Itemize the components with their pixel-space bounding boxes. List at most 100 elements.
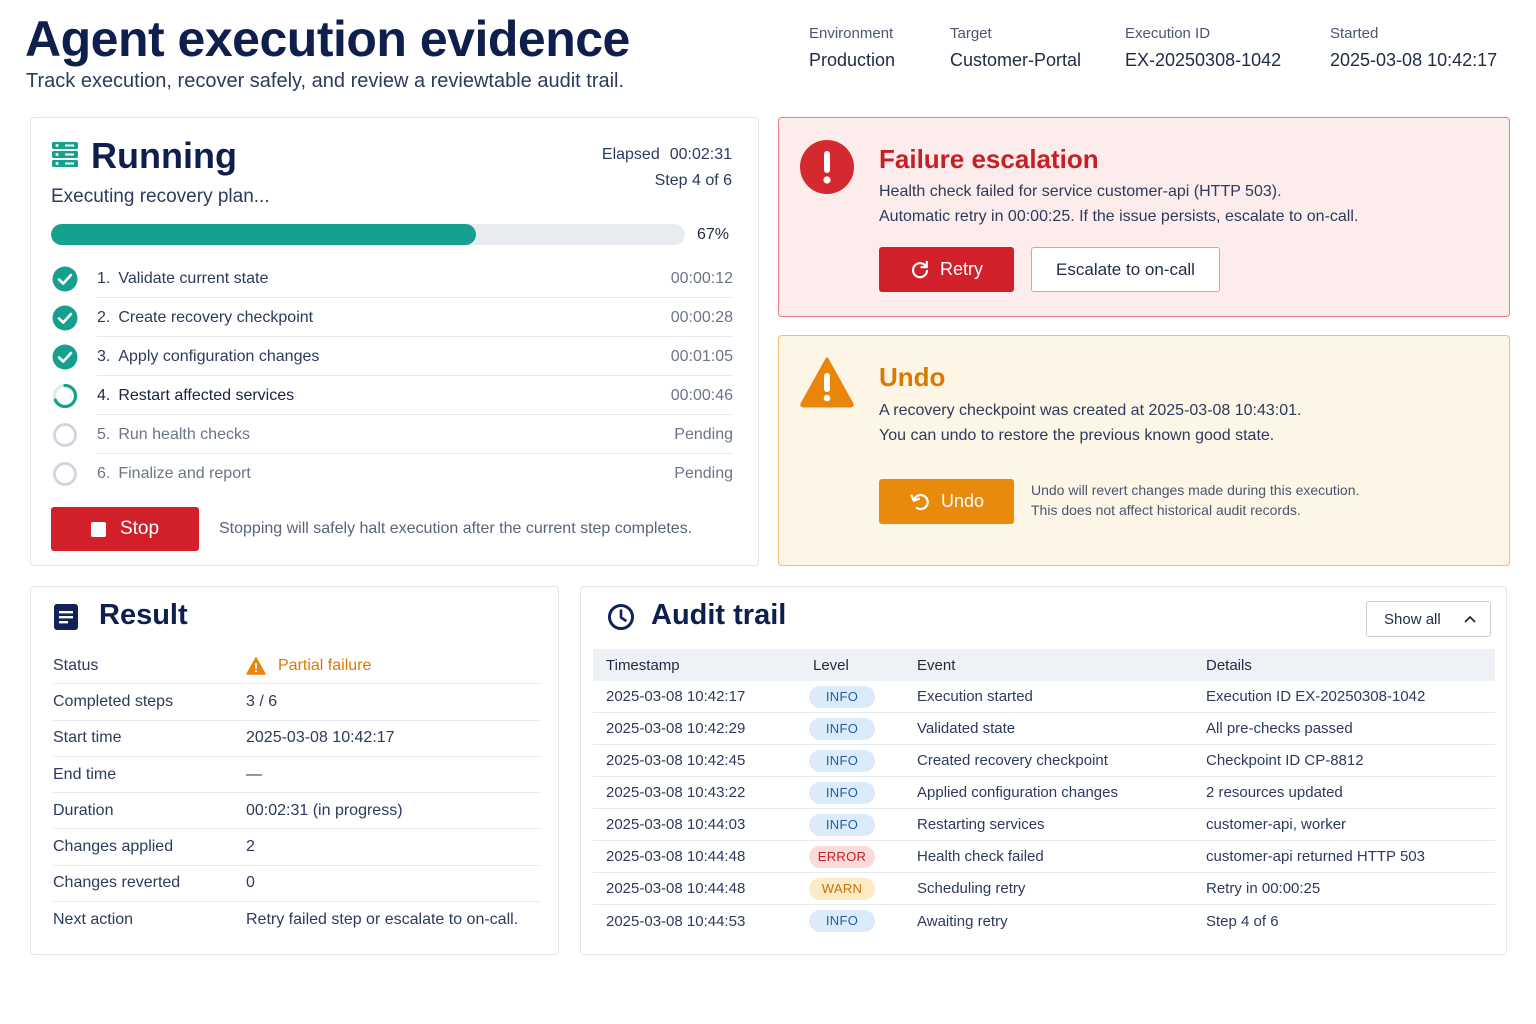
audit-table-body: 2025-03-08 10:42:17 INFO Execution started… xyxy=(593,681,1495,937)
stop-label: Stop xyxy=(119,518,160,539)
step-number: 3. xyxy=(97,348,111,365)
step-row: 6. Finalize and report Pending xyxy=(97,454,733,493)
audit-details: customer-api, worker xyxy=(1206,816,1347,833)
meta-label: Started xyxy=(1330,25,1379,42)
running-subtitle: Executing recovery plan... xyxy=(51,186,270,207)
result-key: Start time xyxy=(53,729,122,747)
document-icon xyxy=(54,604,78,630)
meta-label: Execution ID xyxy=(1125,25,1211,42)
table-row: 2025-03-08 10:44:48 ERROR Health check fai… xyxy=(593,841,1495,873)
audit-details: Retry in 00:00:25 xyxy=(1206,880,1321,897)
step-row: 1. Validate current state 00:00:12 xyxy=(97,259,733,298)
table-row: 2025-03-08 10:44:53 INFO Awaiting retry Ste… xyxy=(593,905,1495,937)
table-row: 2025-03-08 10:42:17 INFO Execution started… xyxy=(593,681,1495,713)
table-row: 2025-03-08 10:42:45 INFO Created recovery … xyxy=(593,745,1495,777)
step-label: 3. Apply configuration changes xyxy=(97,337,319,375)
audit-event: Validated state xyxy=(917,720,1016,737)
table-row: 2025-03-08 10:42:29 INFO Validated state Al… xyxy=(593,713,1495,745)
show-all-dropdown[interactable]: Show all xyxy=(1366,601,1491,637)
running-panel: Running Executing recovery plan... Elaps… xyxy=(30,117,759,566)
audit-event: Restarting services xyxy=(917,816,1045,833)
step-item: 2. Create recovery checkpoint 00:00:28 xyxy=(51,298,733,337)
stop-note: Stopping will safely halt execution afte… xyxy=(219,520,693,537)
result-value-text: 00:02:31 (in progress) xyxy=(246,801,403,819)
audit-event: Health check failed xyxy=(917,848,1044,865)
step-text: Finalize and report xyxy=(118,465,251,482)
failure-retry-info: Automatic retry in 00:00:25. If the issu… xyxy=(879,208,1359,225)
column-header-timestamp[interactable]: Timestamp xyxy=(606,656,680,674)
column-header-level[interactable]: Level xyxy=(813,656,849,674)
elapsed-value: 00:02:31 xyxy=(669,146,732,163)
undo-title: Undo xyxy=(879,362,946,392)
audit-timestamp: 2025-03-08 10:42:45 xyxy=(606,752,746,769)
result-value: Retry failed step or escalate to on-call… xyxy=(246,911,540,929)
step-label: 4. Restart affected services xyxy=(97,376,294,414)
step-label: 6. Finalize and report xyxy=(97,454,251,493)
result-value: 00:02:31 (in progress) xyxy=(246,802,540,820)
result-row: Next action Retry failed step or escalate… xyxy=(53,902,540,938)
step-duration: 00:00:28 xyxy=(670,309,733,326)
meta-value: Production xyxy=(809,50,896,70)
audit-timestamp: 2025-03-08 10:44:53 xyxy=(606,912,746,930)
level-badge: ERROR xyxy=(809,845,875,868)
step-row: 5. Run health checks Pending xyxy=(97,415,733,454)
retry-icon xyxy=(911,260,929,278)
chevron-up-icon xyxy=(1464,616,1476,623)
level-badge: INFO xyxy=(809,910,875,932)
audit-level: INFO xyxy=(797,717,903,740)
step-text: Validate current state xyxy=(118,270,269,287)
audit-timestamp: 2025-03-08 10:43:22 xyxy=(606,784,746,801)
progress-fill xyxy=(51,224,476,245)
undo-description: You can undo to restore the previous kno… xyxy=(879,427,1275,444)
column-header-details[interactable]: Details xyxy=(1206,656,1252,674)
retry-button[interactable]: Retry xyxy=(879,247,1014,292)
meta-value: EX-20250308-1042 xyxy=(1125,50,1282,70)
result-key: End time xyxy=(53,765,117,783)
pending-circle-icon xyxy=(53,422,77,447)
column-header-event[interactable]: Event xyxy=(917,656,956,674)
meta-execution-id: Execution ID EX-20250308-1042 xyxy=(1125,25,1281,71)
level-badge: INFO xyxy=(809,813,875,836)
level-badge: INFO xyxy=(809,717,875,740)
audit-level: INFO xyxy=(797,685,903,708)
retry-label: Retry xyxy=(939,259,983,279)
progress-percent: 67% xyxy=(697,226,730,243)
audit-level: INFO xyxy=(797,813,903,836)
meta-started: Started 2025-03-08 10:42:17 xyxy=(1330,25,1497,71)
progress-bar xyxy=(51,224,685,245)
audit-level: INFO xyxy=(797,781,903,804)
audit-event: Awaiting retry xyxy=(917,912,1008,930)
undo-message: A recovery checkpoint was created at 202… xyxy=(879,402,1302,419)
in-progress-icon xyxy=(52,383,78,408)
audit-table: Timestamp Level Event Details 2025-03-08… xyxy=(593,649,1495,937)
result-key: Duration xyxy=(53,801,114,819)
audit-event: Execution started xyxy=(917,688,1033,705)
stop-button[interactable]: Stop xyxy=(51,507,199,551)
meta-value: 2025-03-08 10:42:17 xyxy=(1330,50,1498,70)
audit-event: Applied configuration changes xyxy=(917,784,1118,801)
step-number: 2. xyxy=(97,309,111,326)
audit-level: INFO xyxy=(797,910,903,932)
step-label: 2. Create recovery checkpoint xyxy=(97,298,313,336)
step-text: Restart affected services xyxy=(118,387,295,404)
undo-button[interactable]: Undo xyxy=(879,479,1014,524)
meta-value: Customer-Portal xyxy=(950,50,1082,70)
page-title: Agent execution evidence xyxy=(25,11,630,67)
undo-panel: Undo A recovery checkpoint was created a… xyxy=(778,335,1510,566)
check-circle-icon xyxy=(52,266,78,291)
step-row: 3. Apply configuration changes 00:01:05 xyxy=(97,337,733,376)
stop-icon xyxy=(90,521,106,537)
result-value: Partial failure xyxy=(246,657,540,675)
step-duration: 00:00:12 xyxy=(670,270,733,287)
error-circle-icon xyxy=(800,140,854,194)
level-badge: INFO xyxy=(809,781,875,804)
step-text: Apply configuration changes xyxy=(118,348,320,365)
elapsed-label: Elapsed xyxy=(601,146,660,163)
result-panel: Result Status Partial failure Completed st… xyxy=(30,586,559,955)
result-row: Duration 00:02:31 (in progress) xyxy=(53,793,540,830)
failure-message: Health check failed for service customer… xyxy=(879,183,1282,200)
table-row: 2025-03-08 10:44:03 INFO Restarting servic… xyxy=(593,809,1495,841)
step-label: 5. Run health checks xyxy=(97,415,250,453)
escalate-button[interactable]: Escalate to on-call xyxy=(1031,247,1220,292)
audit-trail-panel: Audit trail Show all Timestamp Level Eve… xyxy=(580,586,1507,955)
